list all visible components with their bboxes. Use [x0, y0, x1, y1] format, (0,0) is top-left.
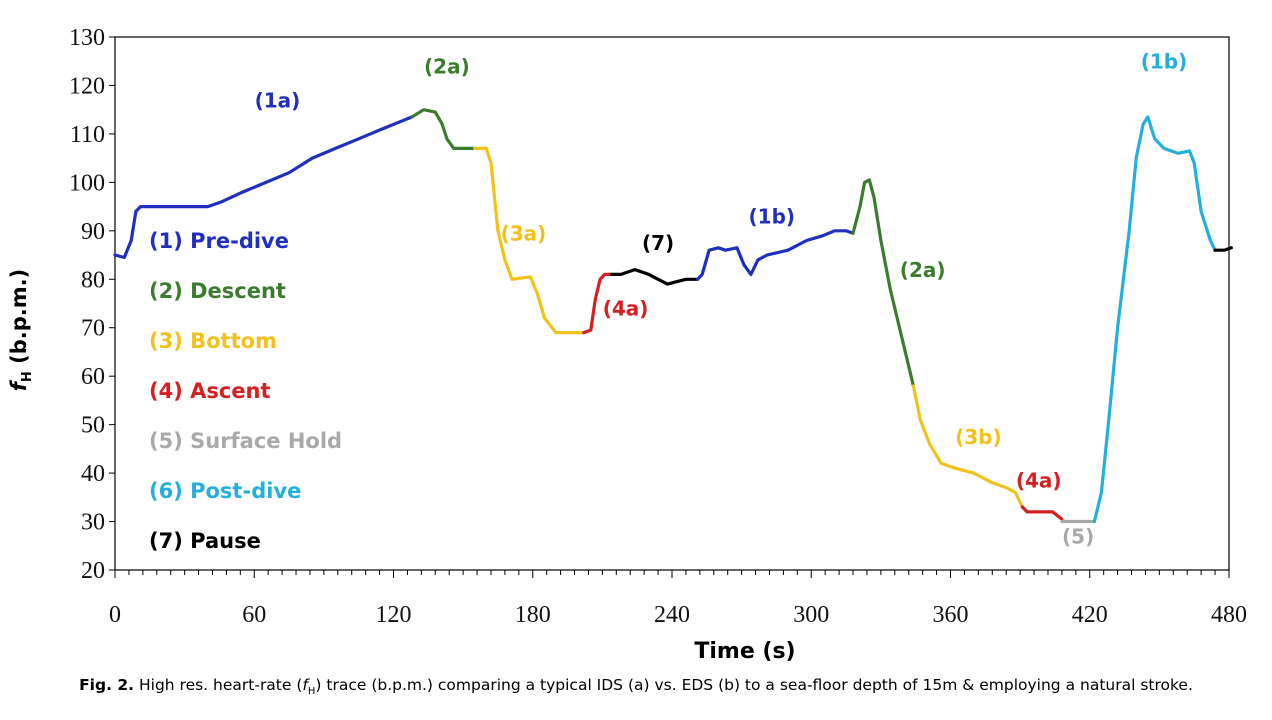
trace-segment: [1092, 115, 1217, 524]
x-tick-label: 300: [793, 602, 829, 628]
phase-annotations: (1a) (2a) (3a) (7) (4a) (1b) (2a) (3b) (4a) (5) (1…: [255, 49, 1188, 548]
x-axis: 0 60 120 180 240 300 360 420 480: [109, 570, 1247, 628]
phase-label: (2a): [424, 54, 470, 78]
y-tick-label: 40: [81, 461, 105, 487]
legend-entry: (7) Pause: [149, 529, 261, 553]
y-tick-label: 20: [81, 558, 105, 584]
x-tick-label: 0: [109, 602, 121, 628]
phase-label: (1b): [749, 205, 796, 229]
trace-segment: [1213, 246, 1233, 252]
phase-label: (7): [642, 231, 674, 255]
figure-label: Fig. 2.: [79, 676, 135, 694]
phase-label: (3a): [501, 222, 547, 246]
legend-entry: (5) Surface Hold: [149, 429, 342, 453]
y-tick-label: 110: [70, 122, 105, 148]
x-tick-label: 60: [242, 602, 266, 628]
phase-label: (5): [1062, 524, 1094, 548]
legend-entry: (3) Bottom: [149, 329, 277, 353]
caption-text-1: High res. heart-rate (: [134, 676, 303, 694]
y-tick-label: 30: [81, 510, 105, 536]
trace-segment: [911, 384, 1024, 509]
y-tick-label: 80: [81, 267, 105, 293]
y-axis: 20 30 40 50 60 70 80 90 100 110 120 130: [69, 25, 115, 584]
x-tick-label: 240: [654, 602, 690, 628]
phase-label: (3b): [955, 425, 1002, 449]
y-tick-label: 120: [69, 73, 105, 99]
y-tick-label: 50: [81, 413, 105, 439]
trace-segment: [582, 272, 614, 335]
y-tick-label: 70: [81, 316, 105, 342]
y-tick-label: 100: [69, 170, 105, 196]
x-axis-title: Time (s): [694, 639, 795, 664]
caption-symbol: f: [302, 676, 308, 694]
trace-segment: [410, 108, 477, 150]
phase-label: (4a): [603, 297, 649, 321]
heart-rate-trace: [113, 108, 1233, 524]
x-tick-label: 420: [1072, 602, 1108, 628]
x-tick-label: 120: [376, 602, 412, 628]
y-axis-title: fH (b.p.m.): [7, 269, 35, 391]
x-tick-label: 360: [933, 602, 969, 628]
legend: (1) Pre-dive (2) Descent (3) Bottom (4) Asc…: [149, 229, 342, 553]
phase-label: (1a): [255, 88, 301, 112]
trace-segment: [113, 115, 414, 260]
legend-entry: (4) Ascent: [149, 379, 271, 403]
y-tick-label: 90: [81, 219, 105, 245]
trace-segment: [473, 146, 586, 335]
x-tick-label: 180: [515, 602, 551, 628]
caption-text-2: ) trace (b.p.m.) comparing a typical IDS…: [315, 676, 1193, 694]
phase-label: (2a): [900, 258, 946, 282]
caption-subscript: H: [307, 686, 316, 698]
trace-segment: [1020, 505, 1064, 521]
trace-segment: [695, 229, 855, 281]
figure-caption: Fig. 2. High res. heart-rate (fH) trace …: [0, 676, 1272, 697]
trace-segment: [851, 178, 915, 388]
x-tick-label: 480: [1211, 602, 1247, 628]
legend-entry: (1) Pre-dive: [149, 229, 289, 253]
phase-label: (1b): [1141, 49, 1188, 73]
legend-entry: (2) Descent: [149, 279, 286, 303]
legend-entry: (6) Post-dive: [149, 479, 301, 503]
phase-label: (4a): [1016, 469, 1062, 493]
y-tick-label: 60: [81, 364, 105, 390]
y-tick-label: 130: [69, 25, 105, 51]
trace-segment: [610, 268, 700, 286]
